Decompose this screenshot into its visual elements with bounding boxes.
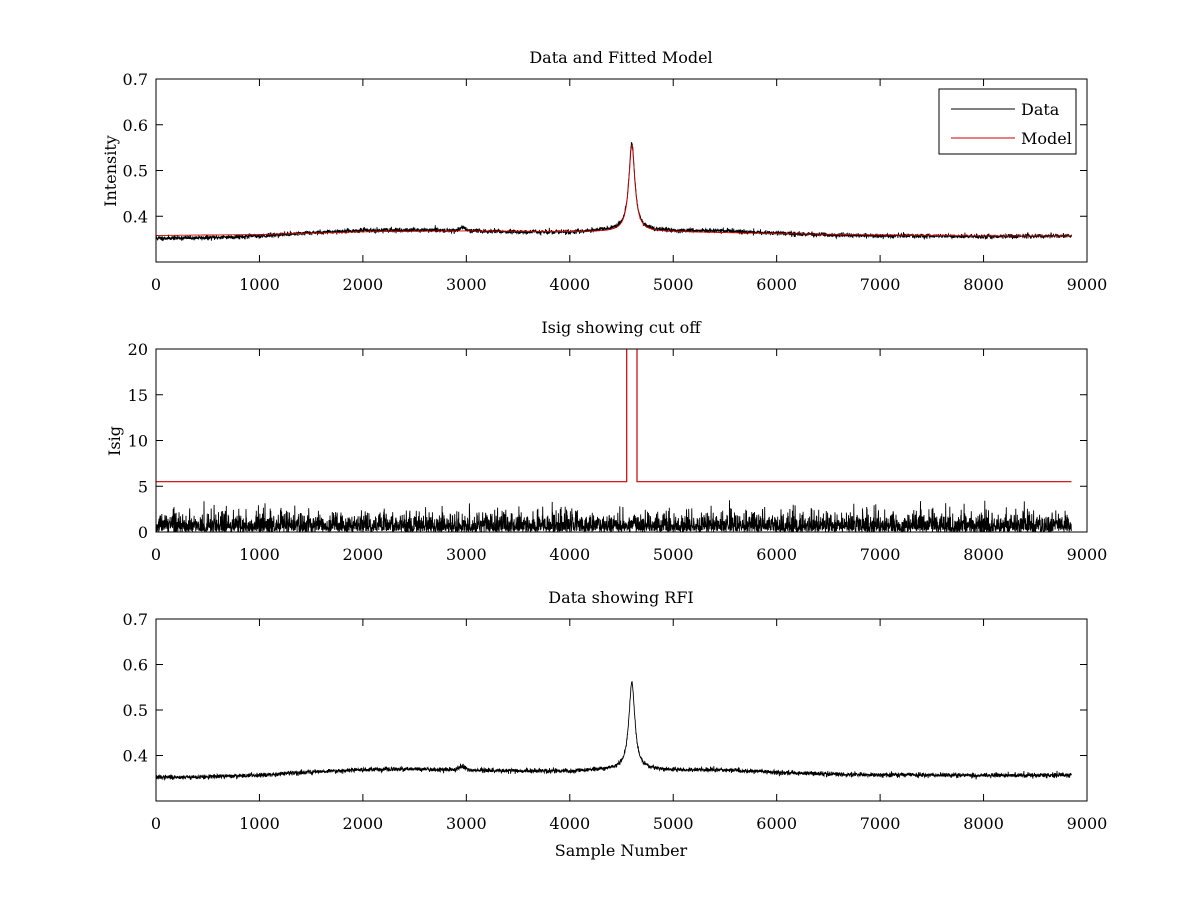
- y-tick-label: 0.5: [123, 701, 148, 720]
- y-tick-label: 20: [128, 340, 148, 359]
- subplot-isig-showing-cut-off: Isig showing cut off Isig 0 1000 2000 3000 4…: [105, 318, 1107, 564]
- x-tick-label: 4000: [549, 545, 590, 564]
- x-tick-label: 8000: [963, 545, 1004, 564]
- subplot-2-title: Isig showing cut off: [541, 318, 702, 337]
- y-tick-label: 0: [138, 523, 148, 542]
- x-tick-label: 7000: [860, 275, 901, 294]
- x-tick-label: 0: [151, 275, 161, 294]
- x-tick-label: 1000: [239, 814, 280, 833]
- subplot-3-plot-area: 0 1000 2000 3000 4000 5000 6000 7000 8000 9000 0.4…: [123, 610, 1108, 833]
- x-tick-label: 6000: [756, 814, 797, 833]
- y-tick-label: 0.6: [123, 656, 148, 675]
- y-tick-label: 10: [128, 432, 148, 451]
- x-tick-label: 9000: [1067, 545, 1108, 564]
- y-tick-label: 0.4: [123, 207, 148, 226]
- x-tick-label: 0: [151, 545, 161, 564]
- subplot-2-plot-area: 0 1000 2000 3000 4000 5000 6000 7000 8000 9000 0 5 1…: [128, 340, 1108, 564]
- plot-1-data-layer: [156, 142, 1072, 242]
- x-tick-label: 5000: [653, 275, 694, 294]
- x-tick-label: 3000: [446, 275, 487, 294]
- x-tick-label: 1000: [239, 275, 280, 294]
- plot-3-data-layer: [156, 681, 1072, 781]
- y-tick-label: 0.4: [123, 747, 148, 766]
- subplot-3-xlabel: Sample Number: [555, 841, 688, 860]
- legend-box: [938, 88, 1077, 155]
- x-tick-label: 7000: [860, 814, 901, 833]
- plot-3-isig-series-line: [156, 681, 1072, 781]
- subplot-2-ylabel: Isig: [105, 426, 124, 456]
- x-tick-label: 9000: [1067, 275, 1108, 294]
- x-tick-label: 2000: [343, 545, 384, 564]
- subplot-1-title: Data and Fitted Model: [529, 48, 712, 67]
- x-tick-label: 8000: [963, 275, 1004, 294]
- y-tick-label: 0.5: [123, 162, 148, 181]
- x-tick-label: 6000: [756, 545, 797, 564]
- x-tick-label: 2000: [343, 275, 384, 294]
- subplot-1-plot-area: 0 1000 2000 3000 4000 5000 6000 7000 8000 9000 0.4…: [123, 70, 1108, 294]
- plot-1-data-series-line: [156, 142, 1072, 242]
- x-tick-label: 3000: [446, 545, 487, 564]
- y-tick-label: 0.6: [123, 116, 148, 135]
- legend-label-data: Data: [1021, 100, 1060, 119]
- x-tick-label: 4000: [549, 814, 590, 833]
- plot-1-model-series-line: [156, 144, 1072, 237]
- x-tick-label: 0: [151, 814, 161, 833]
- y-tick-label: 0.7: [123, 610, 148, 629]
- x-tick-label: 8000: [963, 814, 1004, 833]
- plot-2-cutoff-series-line: [156, 349, 1072, 483]
- x-tick-label: 1000: [239, 545, 280, 564]
- x-tick-label: 5000: [653, 545, 694, 564]
- x-tick-label: 3000: [446, 814, 487, 833]
- plot-2-isig-series-line: [156, 500, 1072, 532]
- x-tick-label: 2000: [343, 814, 384, 833]
- subplot-1-ylabel: Intensity: [101, 135, 120, 207]
- x-tick-label: 7000: [860, 545, 901, 564]
- x-tick-label: 5000: [653, 814, 694, 833]
- plot-2-data-layer: [156, 349, 1072, 532]
- subplot-data-and-fitted-model: Data and Fitted Model Intensity 0 1000 200…: [101, 48, 1107, 294]
- x-tick-label: 9000: [1067, 814, 1108, 833]
- subplot-3-title: Data showing RFI: [548, 588, 693, 607]
- y-tick-label: 15: [128, 386, 148, 405]
- legend: Data Model: [938, 88, 1077, 155]
- subplot-data-showing-rfi: Data showing RFI Sample Number 0 1000 2000…: [123, 588, 1108, 860]
- x-tick-label: 6000: [756, 275, 797, 294]
- legend-label-model: Model: [1021, 129, 1072, 148]
- y-tick-label: 0.7: [123, 70, 148, 89]
- x-tick-label: 4000: [549, 275, 590, 294]
- y-tick-label: 5: [138, 477, 148, 496]
